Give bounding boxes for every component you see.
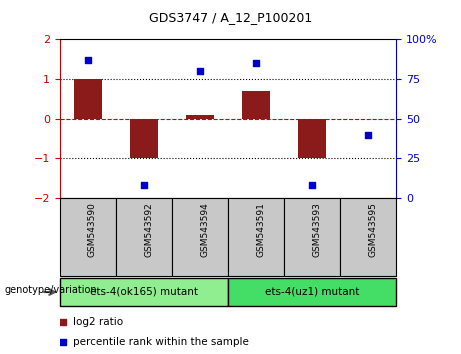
Point [365, 132, 372, 137]
Text: genotype/variation: genotype/variation [5, 285, 97, 296]
Text: GDS3747 / A_12_P100201: GDS3747 / A_12_P100201 [149, 11, 312, 24]
Bar [74, 79, 102, 119]
Text: GSM543595: GSM543595 [368, 202, 378, 257]
Point [196, 68, 204, 74]
Text: percentile rank within the sample: percentile rank within the sample [73, 337, 249, 348]
Text: log2 ratio: log2 ratio [73, 317, 124, 327]
Bar [60, 278, 228, 306]
Bar [284, 198, 340, 276]
Bar [298, 119, 326, 159]
Point [84, 57, 92, 63]
Text: ets-4(uz1) mutant: ets-4(uz1) mutant [265, 286, 360, 296]
Text: GSM543590: GSM543590 [88, 202, 97, 257]
Point [140, 183, 148, 188]
Text: GSM543593: GSM543593 [313, 202, 321, 257]
Bar [186, 115, 214, 119]
Bar [228, 278, 396, 306]
Text: GSM543592: GSM543592 [144, 202, 153, 257]
Text: GSM543594: GSM543594 [200, 202, 209, 257]
Bar [172, 198, 228, 276]
Bar [116, 198, 172, 276]
Bar [242, 91, 270, 119]
Text: ets-4(ok165) mutant: ets-4(ok165) mutant [90, 286, 198, 296]
Bar [340, 198, 396, 276]
Bar [228, 198, 284, 276]
Text: GSM543591: GSM543591 [256, 202, 265, 257]
Point [253, 60, 260, 66]
Point [59, 340, 67, 346]
Point [59, 319, 67, 325]
Bar [130, 119, 158, 159]
Point [309, 183, 316, 188]
Bar [60, 198, 116, 276]
